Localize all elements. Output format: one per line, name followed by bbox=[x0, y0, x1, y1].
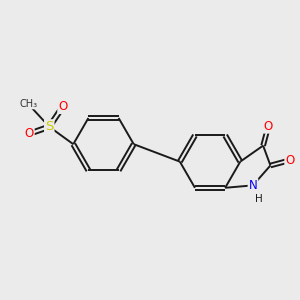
Text: O: O bbox=[25, 127, 34, 140]
Text: N: N bbox=[249, 179, 257, 192]
Text: S: S bbox=[45, 120, 53, 133]
Text: O: O bbox=[58, 100, 68, 113]
Text: H: H bbox=[255, 194, 262, 204]
Text: O: O bbox=[285, 154, 295, 167]
Text: O: O bbox=[264, 120, 273, 133]
Text: CH₃: CH₃ bbox=[20, 98, 38, 109]
